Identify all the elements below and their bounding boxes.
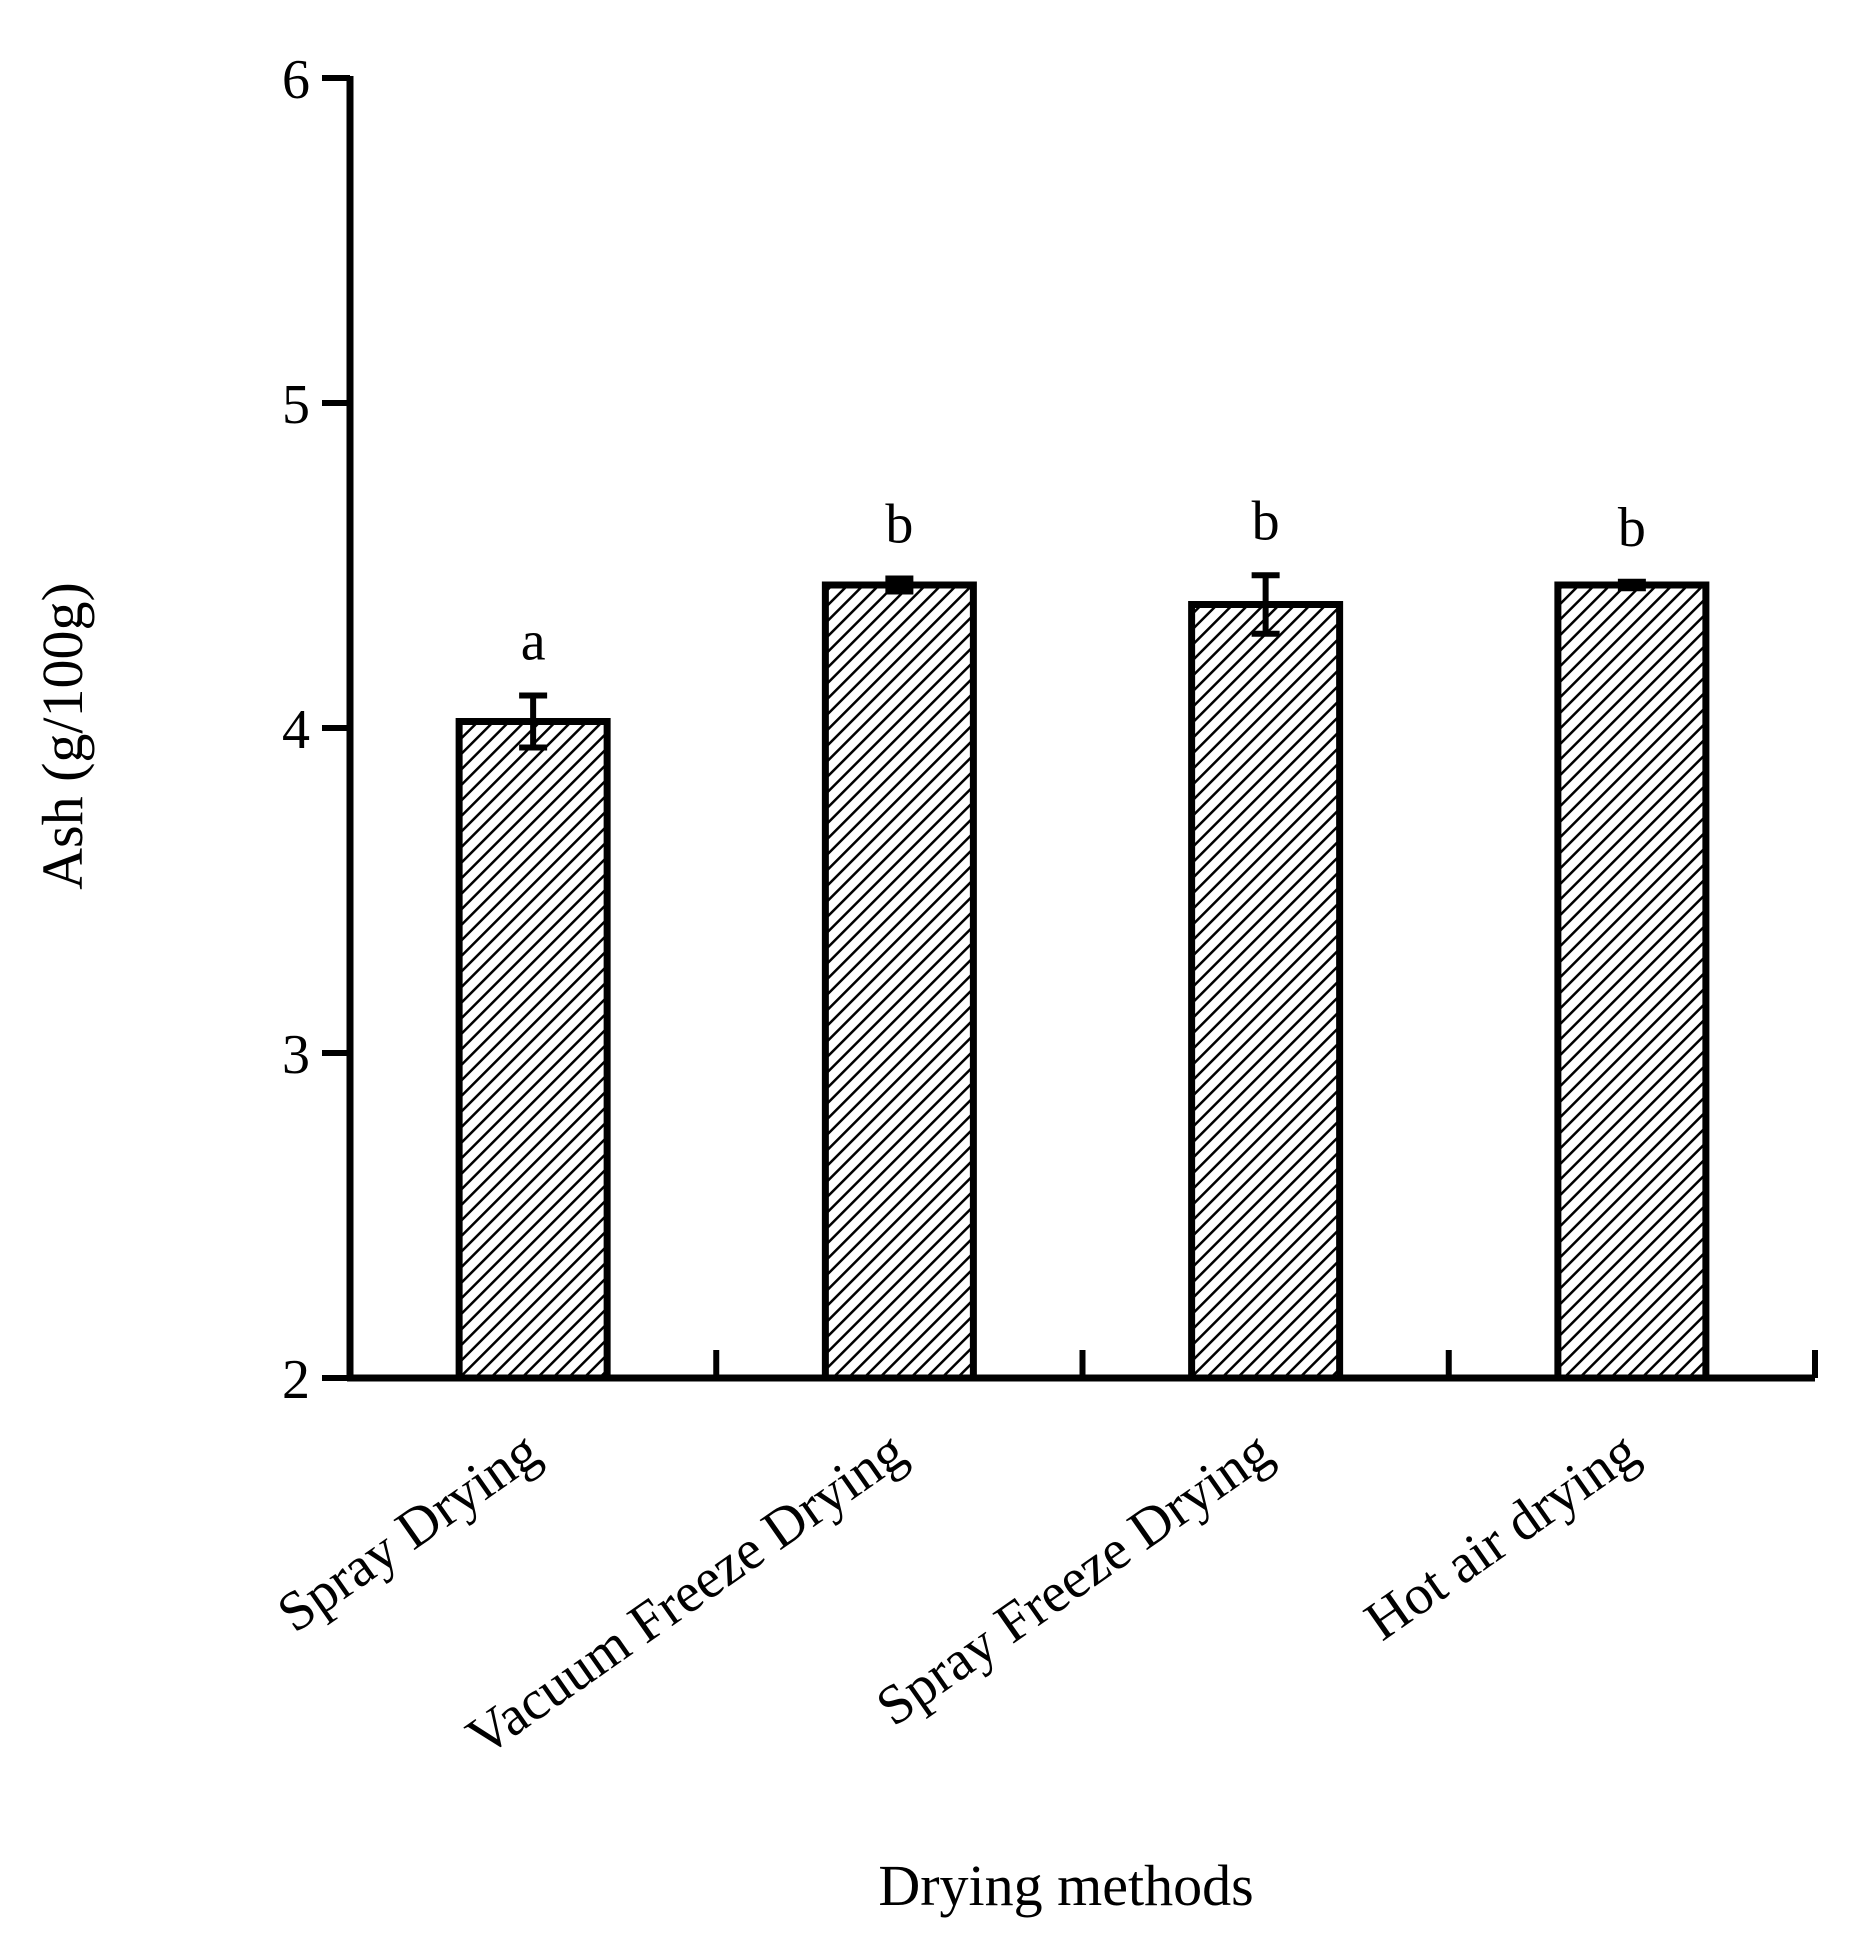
bar-4 — [1554, 581, 1710, 1382]
bar-3 — [1188, 601, 1344, 1382]
y-tick-label-4: 4 — [282, 699, 310, 761]
bar-2 — [821, 581, 977, 1382]
y-tick-label-5: 5 — [282, 374, 310, 436]
significance-letter-2: b — [885, 494, 913, 556]
y-axis-title: Ash (g/100g) — [30, 582, 95, 890]
plot-area — [455, 572, 1710, 1382]
significance-letter-3: b — [1252, 490, 1280, 552]
x-tick-label-3: Spray Freeze Drying — [865, 1420, 1283, 1738]
x-tick-label-4: Hot air drying — [1354, 1420, 1649, 1653]
y-tick-label-3: 3 — [282, 1024, 310, 1086]
y-tick-label-6: 6 — [282, 49, 310, 111]
x-tick-label-1: Spray Drying — [267, 1420, 551, 1645]
y-tick-label-2: 2 — [282, 1349, 310, 1411]
bar-1 — [455, 718, 611, 1382]
axes — [322, 75, 1818, 1382]
significance-letter-1: a — [521, 611, 546, 673]
significance-letter-4: b — [1618, 497, 1646, 559]
x-axis-title: Drying methods — [878, 1853, 1253, 1918]
